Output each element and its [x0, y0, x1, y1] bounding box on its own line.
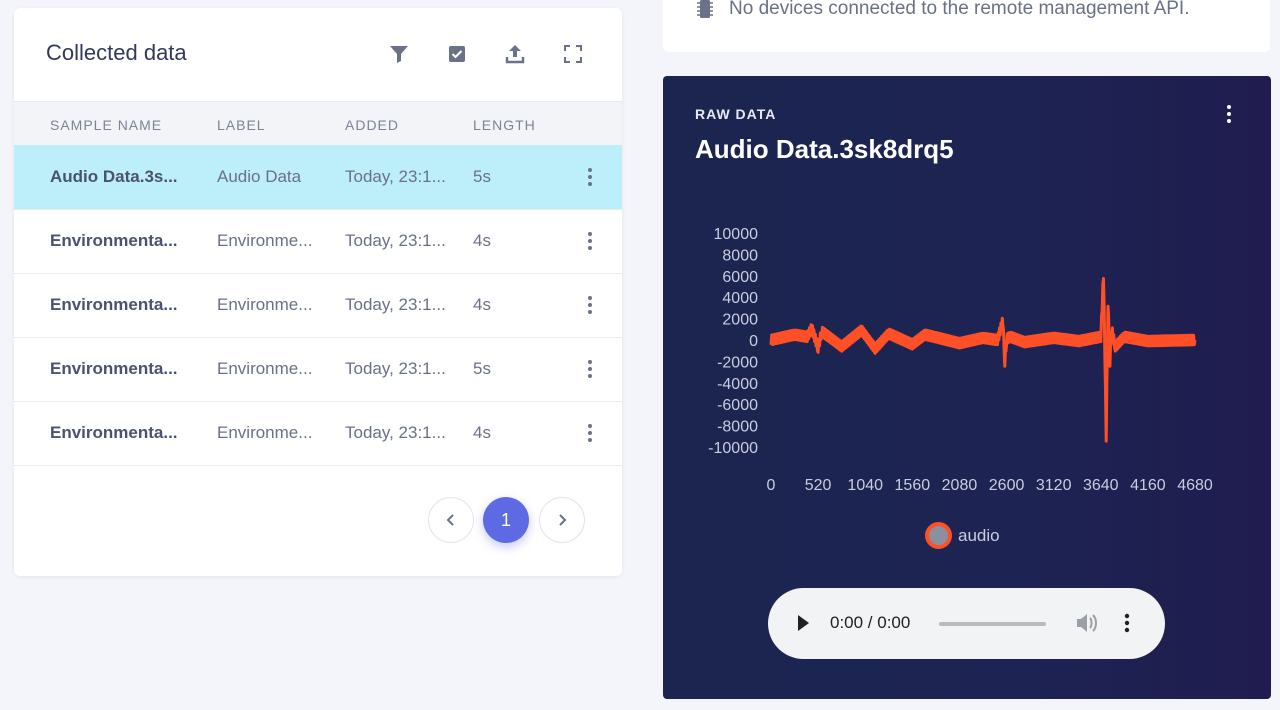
y-tick-label: 6000 — [722, 269, 758, 286]
y-tick-label: 10000 — [714, 226, 759, 243]
column-label[interactable]: LABEL — [217, 117, 266, 133]
table-row[interactable]: Environmenta... Environme... Today, 23:1… — [14, 401, 622, 466]
raw-data-kicker: RAW DATA — [695, 106, 777, 122]
page-button-current[interactable]: 1 — [483, 497, 529, 543]
sample-label: Environme... — [217, 231, 313, 250]
sample-label: Audio Data — [217, 167, 302, 186]
sample-length: 4s — [473, 295, 491, 314]
x-tick-label: 1560 — [895, 477, 931, 494]
x-tick-label: 3120 — [1036, 477, 1072, 494]
x-tick-label: 4160 — [1130, 477, 1166, 494]
x-tick-label: 0 — [767, 477, 776, 494]
y-tick-label: -8000 — [717, 419, 758, 436]
devices-card: No devices connected to the remote manag… — [663, 0, 1270, 52]
volume-icon[interactable] — [1075, 612, 1099, 634]
audio-more-icon[interactable] — [1123, 612, 1131, 634]
sample-name: Environmenta... — [50, 295, 178, 314]
x-tick-label: 3640 — [1083, 477, 1119, 494]
row-menu-icon[interactable] — [584, 359, 596, 379]
sample-length: 5s — [473, 167, 491, 186]
y-tick-label: 4000 — [722, 290, 758, 307]
audio-progress-track[interactable] — [939, 622, 1046, 626]
no-devices-message: No devices connected to the remote manag… — [729, 0, 1190, 19]
waveform-plot: 10000 8000 6000 4000 2000 0 -2000 -4000 -6000 -80… — [708, 226, 1213, 494]
audio-time: 0:00 / 0:00 — [830, 613, 911, 632]
sample-added: Today, 23:1... — [345, 295, 446, 314]
sample-length: 4s — [473, 231, 491, 250]
sample-name: Environmenta... — [50, 359, 178, 378]
y-tick-label: -10000 — [708, 440, 758, 457]
table-row[interactable]: Environmenta... Environme... Today, 23:1… — [14, 337, 622, 402]
upload-icon[interactable] — [486, 40, 544, 68]
column-length[interactable]: LENGTH — [473, 117, 536, 133]
table-row[interactable]: Environmenta... Environme... Today, 23:1… — [14, 273, 622, 338]
y-tick-label: -6000 — [717, 397, 758, 414]
collected-data-card: Collected data SAMPLE NAME LABEL ADDED L… — [14, 8, 622, 576]
y-tick-label: 0 — [749, 333, 758, 350]
prev-page-button[interactable] — [428, 497, 474, 543]
raw-data-card: RAW DATA Audio Data.3sk8drq5 10000 8000 60… — [663, 76, 1271, 699]
next-page-button[interactable] — [539, 497, 585, 543]
sample-label: Environme... — [217, 295, 313, 314]
sample-label: Environme... — [217, 359, 313, 378]
row-menu-icon[interactable] — [584, 167, 596, 187]
y-tick-label: 8000 — [722, 247, 758, 264]
y-tick-label: 2000 — [722, 312, 758, 329]
sample-added: Today, 23:1... — [345, 359, 446, 378]
sample-name: Environmenta... — [50, 423, 178, 442]
row-menu-icon[interactable] — [584, 295, 596, 315]
collected-data-toolbar — [370, 40, 602, 68]
row-menu-icon[interactable] — [584, 231, 596, 251]
sample-added: Today, 23:1... — [345, 167, 446, 186]
expand-icon[interactable] — [544, 40, 602, 68]
checkbox-icon[interactable] — [428, 40, 486, 68]
row-menu-icon[interactable] — [584, 423, 596, 443]
chip-icon — [697, 0, 713, 18]
chevron-left-icon — [446, 514, 454, 526]
sample-name: Environmenta... — [50, 231, 178, 250]
table-header: SAMPLE NAME LABEL ADDED LENGTH — [14, 101, 622, 146]
play-icon[interactable] — [796, 614, 810, 632]
filter-icon[interactable] — [370, 40, 428, 68]
y-tick-label: -4000 — [717, 376, 758, 393]
legend-marker-audio — [925, 522, 952, 549]
column-added[interactable]: ADDED — [345, 117, 400, 133]
sample-added: Today, 23:1... — [345, 423, 446, 442]
x-tick-label: 2600 — [989, 477, 1025, 494]
x-tick-label: 520 — [805, 477, 832, 494]
legend-label-audio: audio — [958, 525, 1000, 545]
chart-legend[interactable]: audio — [925, 522, 1000, 549]
series-line-audio — [769, 277, 1197, 443]
x-tick-label: 2080 — [942, 477, 978, 494]
sample-added: Today, 23:1... — [345, 231, 446, 250]
raw-data-title: Audio Data.3sk8drq5 — [695, 134, 954, 164]
sample-length: 4s — [473, 423, 491, 442]
audio-player: 0:00 / 0:00 — [768, 588, 1165, 659]
table-row[interactable]: Audio Data.3s... Audio Data Today, 23:1.… — [14, 145, 622, 210]
table-row[interactable]: Environmenta... Environme... Today, 23:1… — [14, 209, 622, 274]
sample-name: Audio Data.3s... — [50, 167, 178, 186]
x-tick-label: 1040 — [847, 477, 883, 494]
sample-label: Environme... — [217, 423, 313, 442]
collected-data-title: Collected data — [46, 40, 187, 65]
raw-data-menu-icon[interactable] — [1223, 104, 1235, 124]
column-sample-name[interactable]: SAMPLE NAME — [50, 117, 163, 133]
chevron-right-icon — [559, 514, 567, 526]
x-tick-label: 4680 — [1177, 477, 1213, 494]
y-tick-label: -2000 — [717, 354, 758, 371]
sample-length: 5s — [473, 359, 491, 378]
